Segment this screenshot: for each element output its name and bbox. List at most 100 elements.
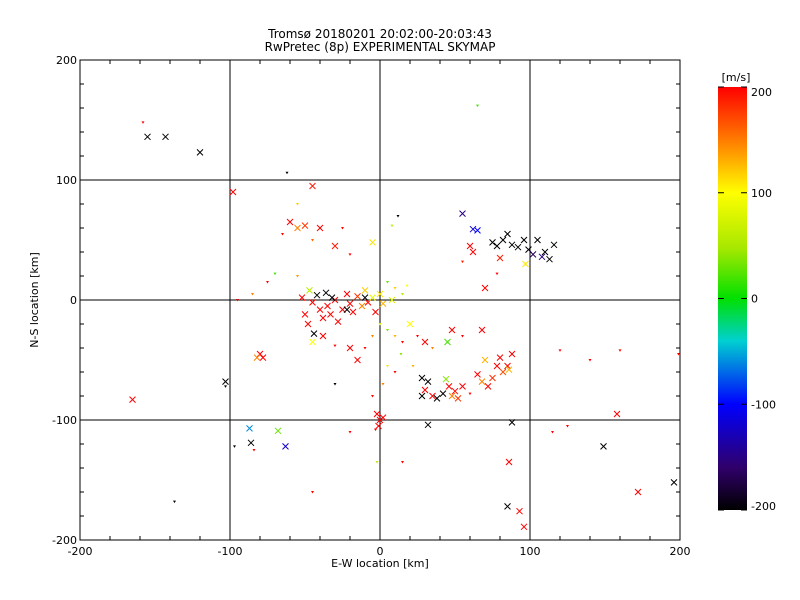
data-point	[375, 461, 379, 464]
data-point	[343, 290, 351, 298]
data-point	[416, 335, 419, 338]
data-point	[393, 287, 397, 290]
data-point	[476, 104, 479, 108]
data-point	[469, 248, 477, 256]
data-point	[401, 461, 404, 464]
data-point	[474, 371, 481, 378]
data-point	[222, 378, 229, 385]
data-point	[550, 241, 558, 249]
data-point	[259, 354, 267, 361]
data-point	[333, 383, 337, 386]
data-point	[274, 427, 282, 435]
data-point	[433, 395, 441, 402]
data-point	[522, 260, 529, 268]
colorbar-tick-label: 0	[751, 293, 758, 306]
data-point	[363, 347, 367, 350]
data-point	[236, 299, 239, 302]
data-point	[319, 332, 327, 340]
data-point	[369, 239, 376, 246]
data-point	[371, 395, 374, 398]
data-point	[411, 365, 415, 368]
data-point	[229, 188, 237, 196]
y-tick-label: 200	[56, 54, 77, 67]
data-point	[466, 242, 474, 250]
data-point	[349, 308, 357, 316]
data-point	[454, 395, 462, 402]
data-point	[505, 458, 513, 466]
data-point	[445, 383, 453, 390]
data-point	[390, 224, 394, 228]
data-point	[439, 390, 447, 397]
data-point	[401, 293, 404, 296]
data-point	[309, 182, 316, 190]
data-point	[474, 227, 481, 234]
data-point	[493, 242, 501, 250]
data-point	[294, 224, 301, 232]
data-point	[534, 236, 541, 244]
data-point	[461, 335, 464, 338]
colorbar-ticks: 200 100 0 -100 -200	[718, 86, 776, 513]
data-point	[504, 503, 511, 510]
data-point	[448, 326, 456, 334]
data-point	[348, 431, 352, 434]
colorbar-tick-label: -100	[751, 398, 776, 411]
data-point	[374, 428, 377, 432]
data-point	[296, 203, 299, 206]
x-tick-label: -200	[68, 545, 93, 558]
data-point	[495, 272, 499, 276]
data-point	[558, 349, 562, 352]
data-point	[281, 233, 284, 236]
data-point	[504, 230, 511, 238]
data-point	[520, 523, 528, 531]
data-point	[451, 387, 459, 395]
data-point	[301, 311, 309, 318]
data-point	[354, 293, 361, 300]
data-point	[505, 366, 513, 373]
data-point	[361, 294, 369, 301]
data-point	[327, 311, 334, 318]
data-point	[424, 378, 432, 385]
data-point	[421, 386, 429, 394]
data-point	[546, 255, 553, 263]
data-point	[481, 284, 489, 292]
data-point	[343, 306, 351, 313]
data-point	[361, 287, 369, 294]
y-tick-label: -100	[52, 414, 77, 427]
data-point	[634, 488, 642, 496]
data-point	[379, 300, 387, 307]
y-tick-label: 100	[56, 174, 77, 187]
data-point	[311, 491, 314, 494]
data-point	[489, 374, 496, 382]
data-points	[129, 104, 680, 531]
data-point	[600, 443, 607, 450]
data-point	[162, 133, 169, 141]
data-point	[541, 248, 549, 256]
data-point	[429, 392, 436, 400]
data-point	[520, 236, 528, 244]
data-point	[566, 425, 569, 428]
data-point	[481, 356, 489, 364]
data-point	[424, 421, 432, 429]
data-point	[306, 287, 313, 294]
data-point	[484, 383, 492, 390]
data-point	[282, 443, 289, 450]
chart-subtitle: RwPretec (8p) EXPERIMENTAL SKYMAP	[265, 40, 496, 54]
data-point	[399, 353, 403, 356]
data-point	[322, 289, 330, 297]
data-point	[538, 253, 546, 261]
data-point	[144, 133, 151, 141]
y-axis-label: N-S location [km]	[28, 252, 41, 348]
colorbar-tick-label: 100	[751, 187, 772, 200]
x-tick-label: 200	[670, 545, 691, 558]
data-point	[406, 320, 414, 328]
data-point	[224, 385, 227, 388]
data-point	[196, 149, 204, 156]
data-point	[459, 210, 466, 217]
data-point	[309, 338, 316, 346]
chart-title: Tromsø 20180201 20:02:00-20:03:43	[267, 27, 492, 41]
data-point	[461, 260, 464, 264]
data-point	[313, 291, 321, 299]
data-point	[393, 371, 397, 374]
data-point	[253, 354, 261, 361]
